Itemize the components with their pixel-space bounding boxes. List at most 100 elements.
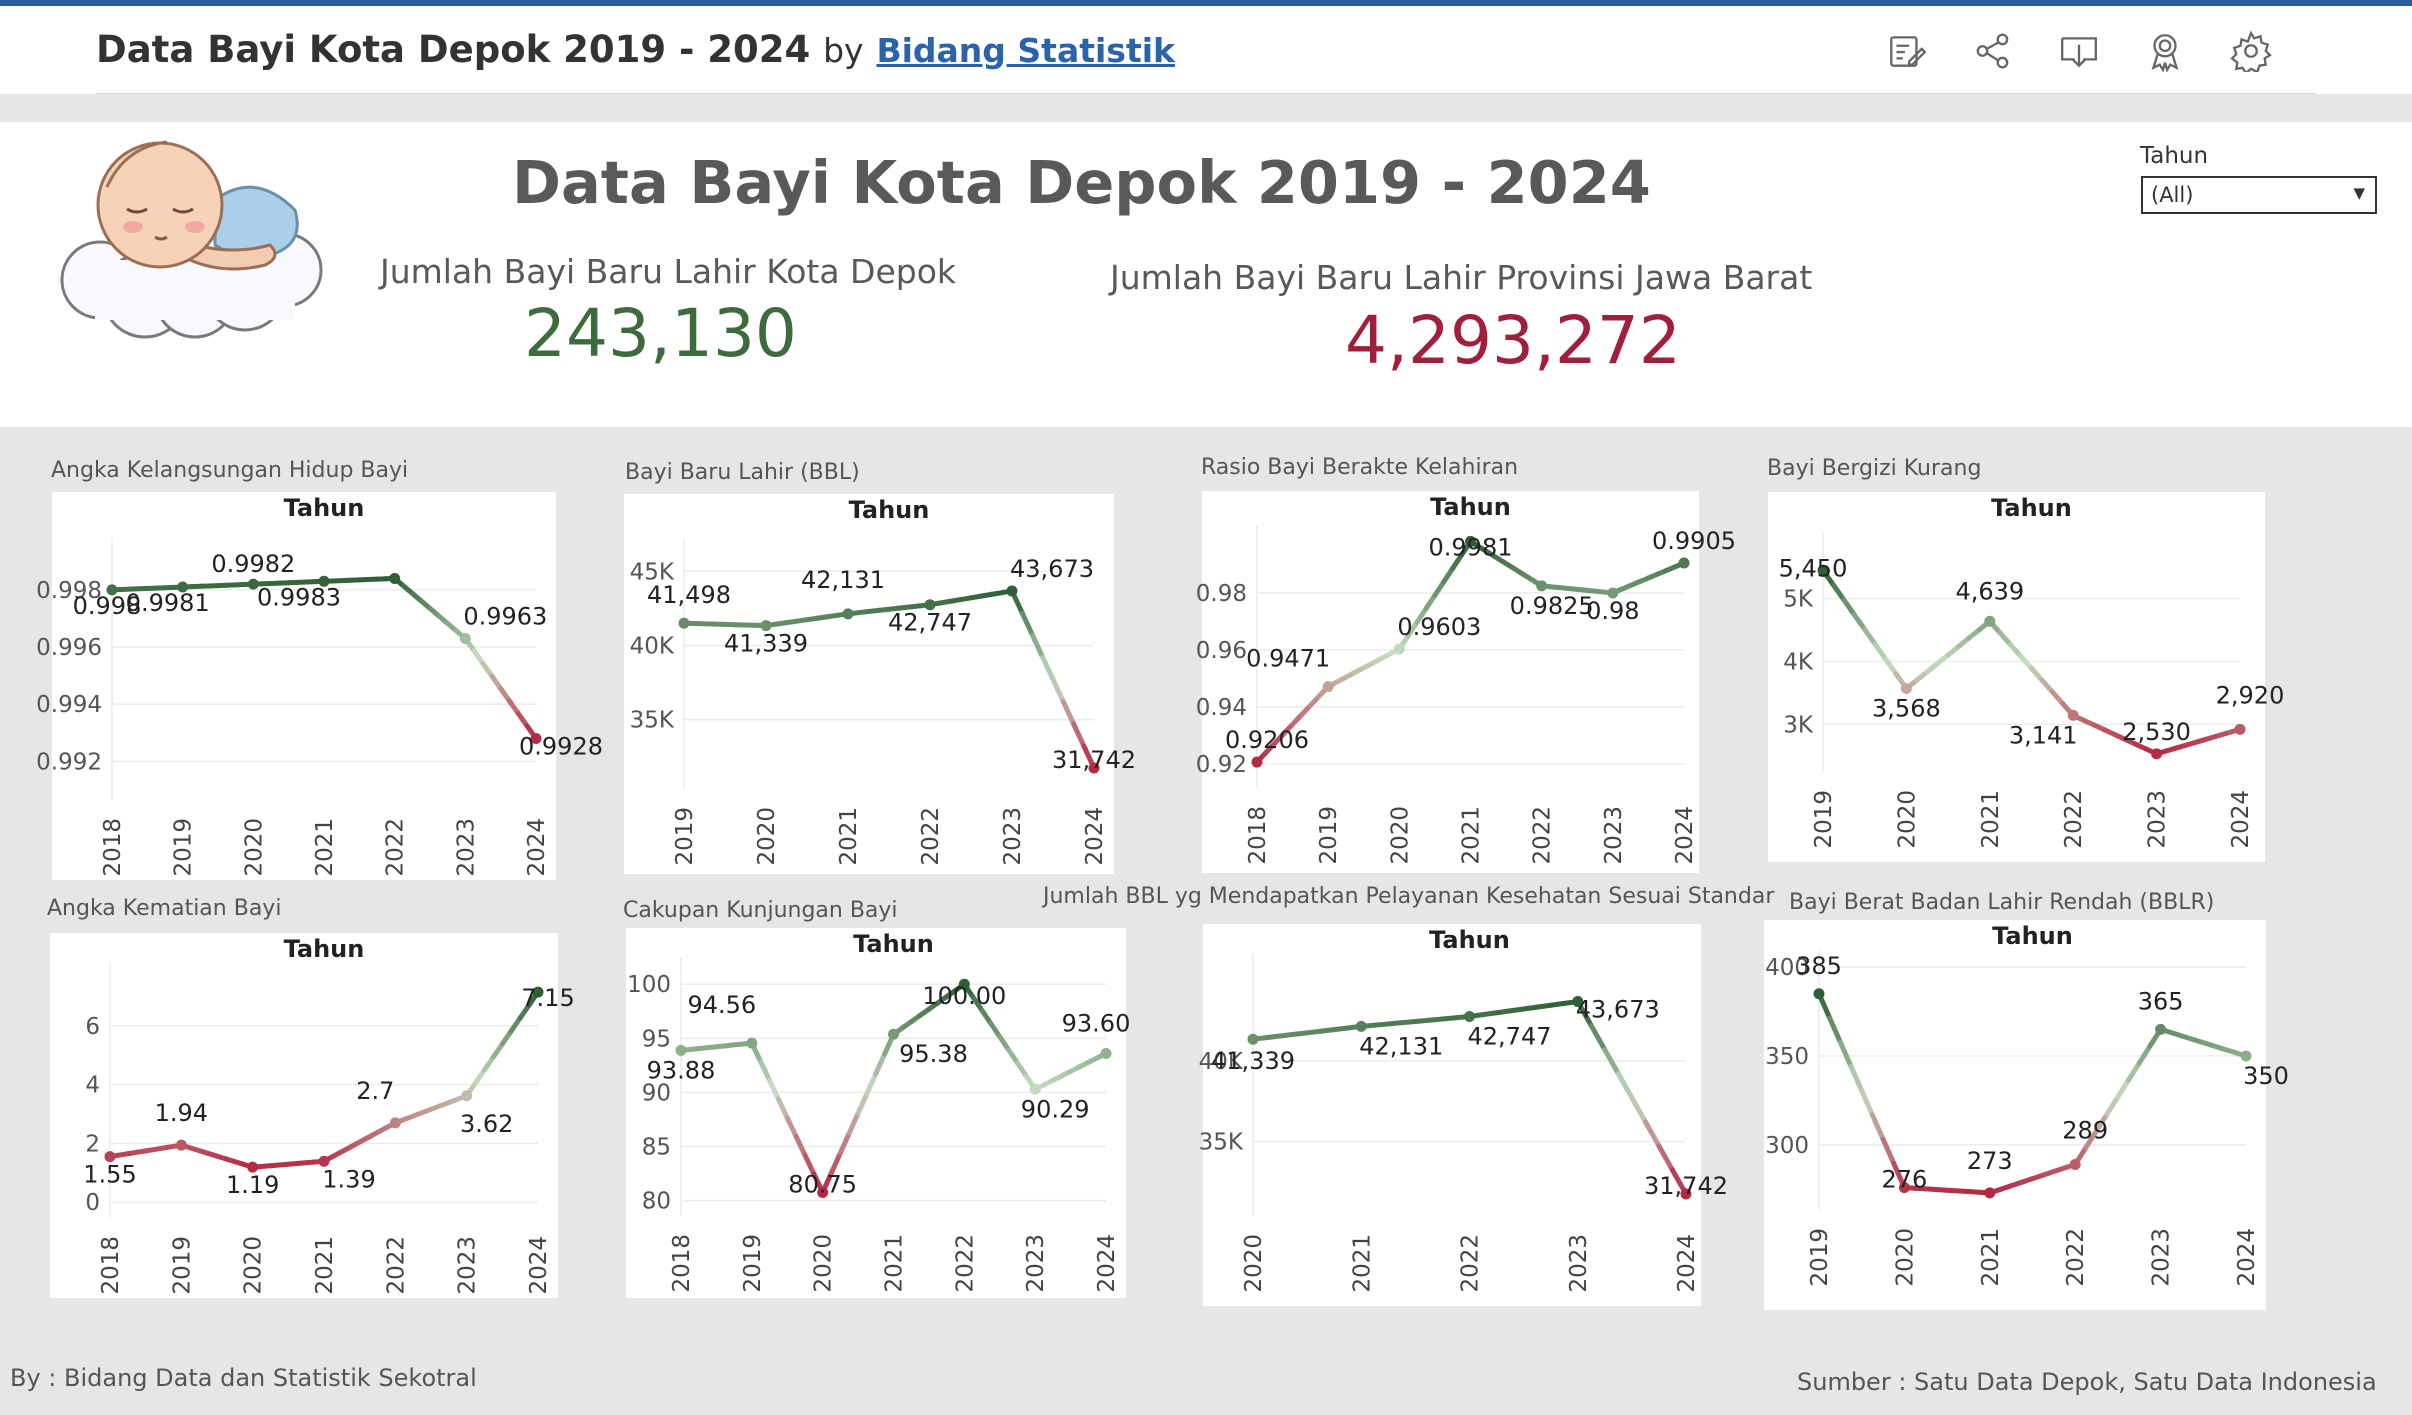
series-line-segment [2039, 677, 2055, 695]
data-label: 0.9963 [463, 602, 547, 630]
x-tick-label: 2021 [1459, 806, 1485, 865]
y-tick-label: 0.92 [1196, 752, 1247, 778]
chart-gizi-kurang-svg: Tahun 5K 4K 3K 2019 2020 2021 2022 2023 2024 5,450… [1779, 494, 2285, 849]
series-line-segment [508, 1015, 523, 1034]
data-label: 1.94 [155, 1099, 208, 1127]
data-label: 93.88 [647, 1056, 716, 1084]
data-label: 273 [1967, 1147, 2013, 1175]
series-line-segment [2126, 1060, 2142, 1083]
y-tick-label: 0 [85, 1190, 100, 1216]
gear-icon[interactable] [2230, 30, 2272, 72]
y-tick-label: 350 [1765, 1044, 1809, 1070]
series-line-segment [1602, 1047, 1621, 1077]
x-tick-label: 2023 [455, 1236, 481, 1295]
share-icon[interactable] [1972, 30, 2014, 72]
y-tick-label: 35K [630, 708, 675, 734]
series-line-segment [1629, 1095, 1648, 1125]
x-tick-label: 2022 [2063, 1228, 2089, 1287]
data-label: 0.9928 [519, 733, 603, 761]
data-label: 2.7 [356, 1077, 394, 1105]
chart-title-bbl: Bayi Baru Lahir (BBL) [625, 460, 860, 485]
author-link[interactable]: Bidang Statistik [876, 31, 1175, 70]
data-label: 276 [1881, 1166, 1927, 1194]
x-tick-label: 2023 [2145, 790, 2171, 849]
series-line-segment [2049, 689, 2066, 707]
data-point [318, 1155, 330, 1167]
series-line-segment [2104, 1094, 2121, 1117]
chart-title-kunjungan-bayi: Cakupan Kunjungan Bayi [623, 898, 898, 923]
chart-bbl: Tahun 45K 40K 35K 2019 2020 2021 2022 2023 2024 41… [624, 494, 1136, 874]
series-line-segment [2083, 1128, 2100, 1151]
data-label: 31,742 [1644, 1172, 1728, 1200]
series-line-segment [1997, 630, 2014, 648]
x-tick-label: 2020 [1241, 1234, 1267, 1293]
series-line-segment [507, 698, 521, 717]
kpi-depok-label: Jumlah Bayi Baru Lahir Kota Depok [380, 252, 957, 291]
y-tick-label: 100 [627, 972, 671, 998]
chart-pelayanan-kesehatan-svg: Tahun 40K 35K 2020 2021 2022 2023 2024 41,339 42,… [1199, 926, 1728, 1293]
data-point [175, 1139, 187, 1151]
series-line-segment [490, 1041, 505, 1060]
x-tick-label: 2019 [672, 807, 698, 866]
data-point [746, 1037, 758, 1049]
data-point [1678, 557, 1690, 569]
y-tick-label: 0.94 [1196, 695, 1247, 721]
data-label: 100.00 [922, 982, 1006, 1010]
data-point [2151, 748, 2163, 760]
data-point [760, 620, 772, 632]
x-tick-label: 2019 [740, 1234, 766, 1293]
top-divider [96, 93, 2316, 94]
edit-icon[interactable] [1886, 30, 1928, 72]
data-label: 2,530 [2122, 718, 2191, 746]
x-tick-label: 2023 [1023, 1234, 1049, 1293]
data-point [1100, 1047, 1112, 1059]
y-tick-label: 2 [85, 1131, 100, 1157]
data-point [1393, 643, 1405, 655]
series-line-segment [1615, 1071, 1635, 1101]
badge-icon[interactable] [2144, 30, 2186, 72]
x-tick-label: 2023 [2149, 1228, 2175, 1287]
series-line-segment [767, 1077, 781, 1102]
data-label: 0.9603 [1397, 613, 1481, 641]
download-icon[interactable] [2058, 30, 2100, 72]
chevron-down-icon[interactable]: ▼ [2353, 184, 2365, 202]
x-tick-label: 2021 [1349, 1234, 1375, 1293]
series-line-segment [1848, 1063, 1865, 1094]
axis-title: Tahun [1991, 494, 2072, 522]
data-label: 3.62 [460, 1110, 513, 1138]
series-line-segment [864, 1071, 879, 1097]
series-line-segment [846, 1110, 861, 1136]
data-label: 0.9905 [1652, 527, 1736, 555]
year-filter-label: Tahun [2140, 143, 2209, 169]
data-point [530, 733, 542, 745]
x-tick-label: 2023 [1000, 807, 1026, 866]
data-label: 1.55 [83, 1161, 136, 1189]
series-line-segment [2008, 642, 2024, 660]
data-label: 2,920 [2216, 681, 2285, 709]
chart-kematian-bayi-svg: Tahun 6 4 2 0 2018 2019 2020 2021 2022 2023 2024 1.5… [83, 935, 574, 1295]
series-line-segment [970, 994, 985, 1013]
x-tick-label: 2022 [918, 807, 944, 866]
chart-kelangsungan-hidup-svg: Tahun 0.998 0.996 0.994 0.992 2018 2019 2020 202… [36, 494, 603, 877]
year-filter-select[interactable]: (All) ▼ [2141, 176, 2377, 214]
data-label: 3,141 [2009, 721, 2078, 749]
data-point [106, 584, 118, 596]
series-line-segment [1862, 626, 1878, 647]
data-label: 0.9981 [1429, 533, 1513, 561]
data-point [1572, 996, 1584, 1008]
x-tick-label: 2022 [1458, 1234, 1484, 1293]
chart-title-kelangsungan-hidup: Angka Kelangsungan Hidup Bayi [51, 458, 409, 483]
data-point [1680, 1188, 1692, 1200]
axis-title: Tahun [849, 496, 930, 524]
data-label: 42,131 [801, 566, 885, 594]
chart-title-gizi-kurang: Bayi Bergizi Kurang [1767, 456, 1982, 481]
data-point [1900, 683, 1912, 695]
y-tick-label: 90 [642, 1080, 671, 1106]
x-tick-label: 2020 [1387, 806, 1413, 865]
y-tick-label: 3K [1783, 712, 1814, 738]
series-line-segment [1414, 606, 1429, 625]
series-line-segment [480, 660, 495, 679]
chart-bblr-svg: Tahun 400 350 300 2019 2020 2021 2022 2023 2024 38… [1765, 922, 2289, 1287]
data-label: 41,339 [1211, 1047, 1295, 1075]
series-line-segment [2115, 1077, 2132, 1100]
